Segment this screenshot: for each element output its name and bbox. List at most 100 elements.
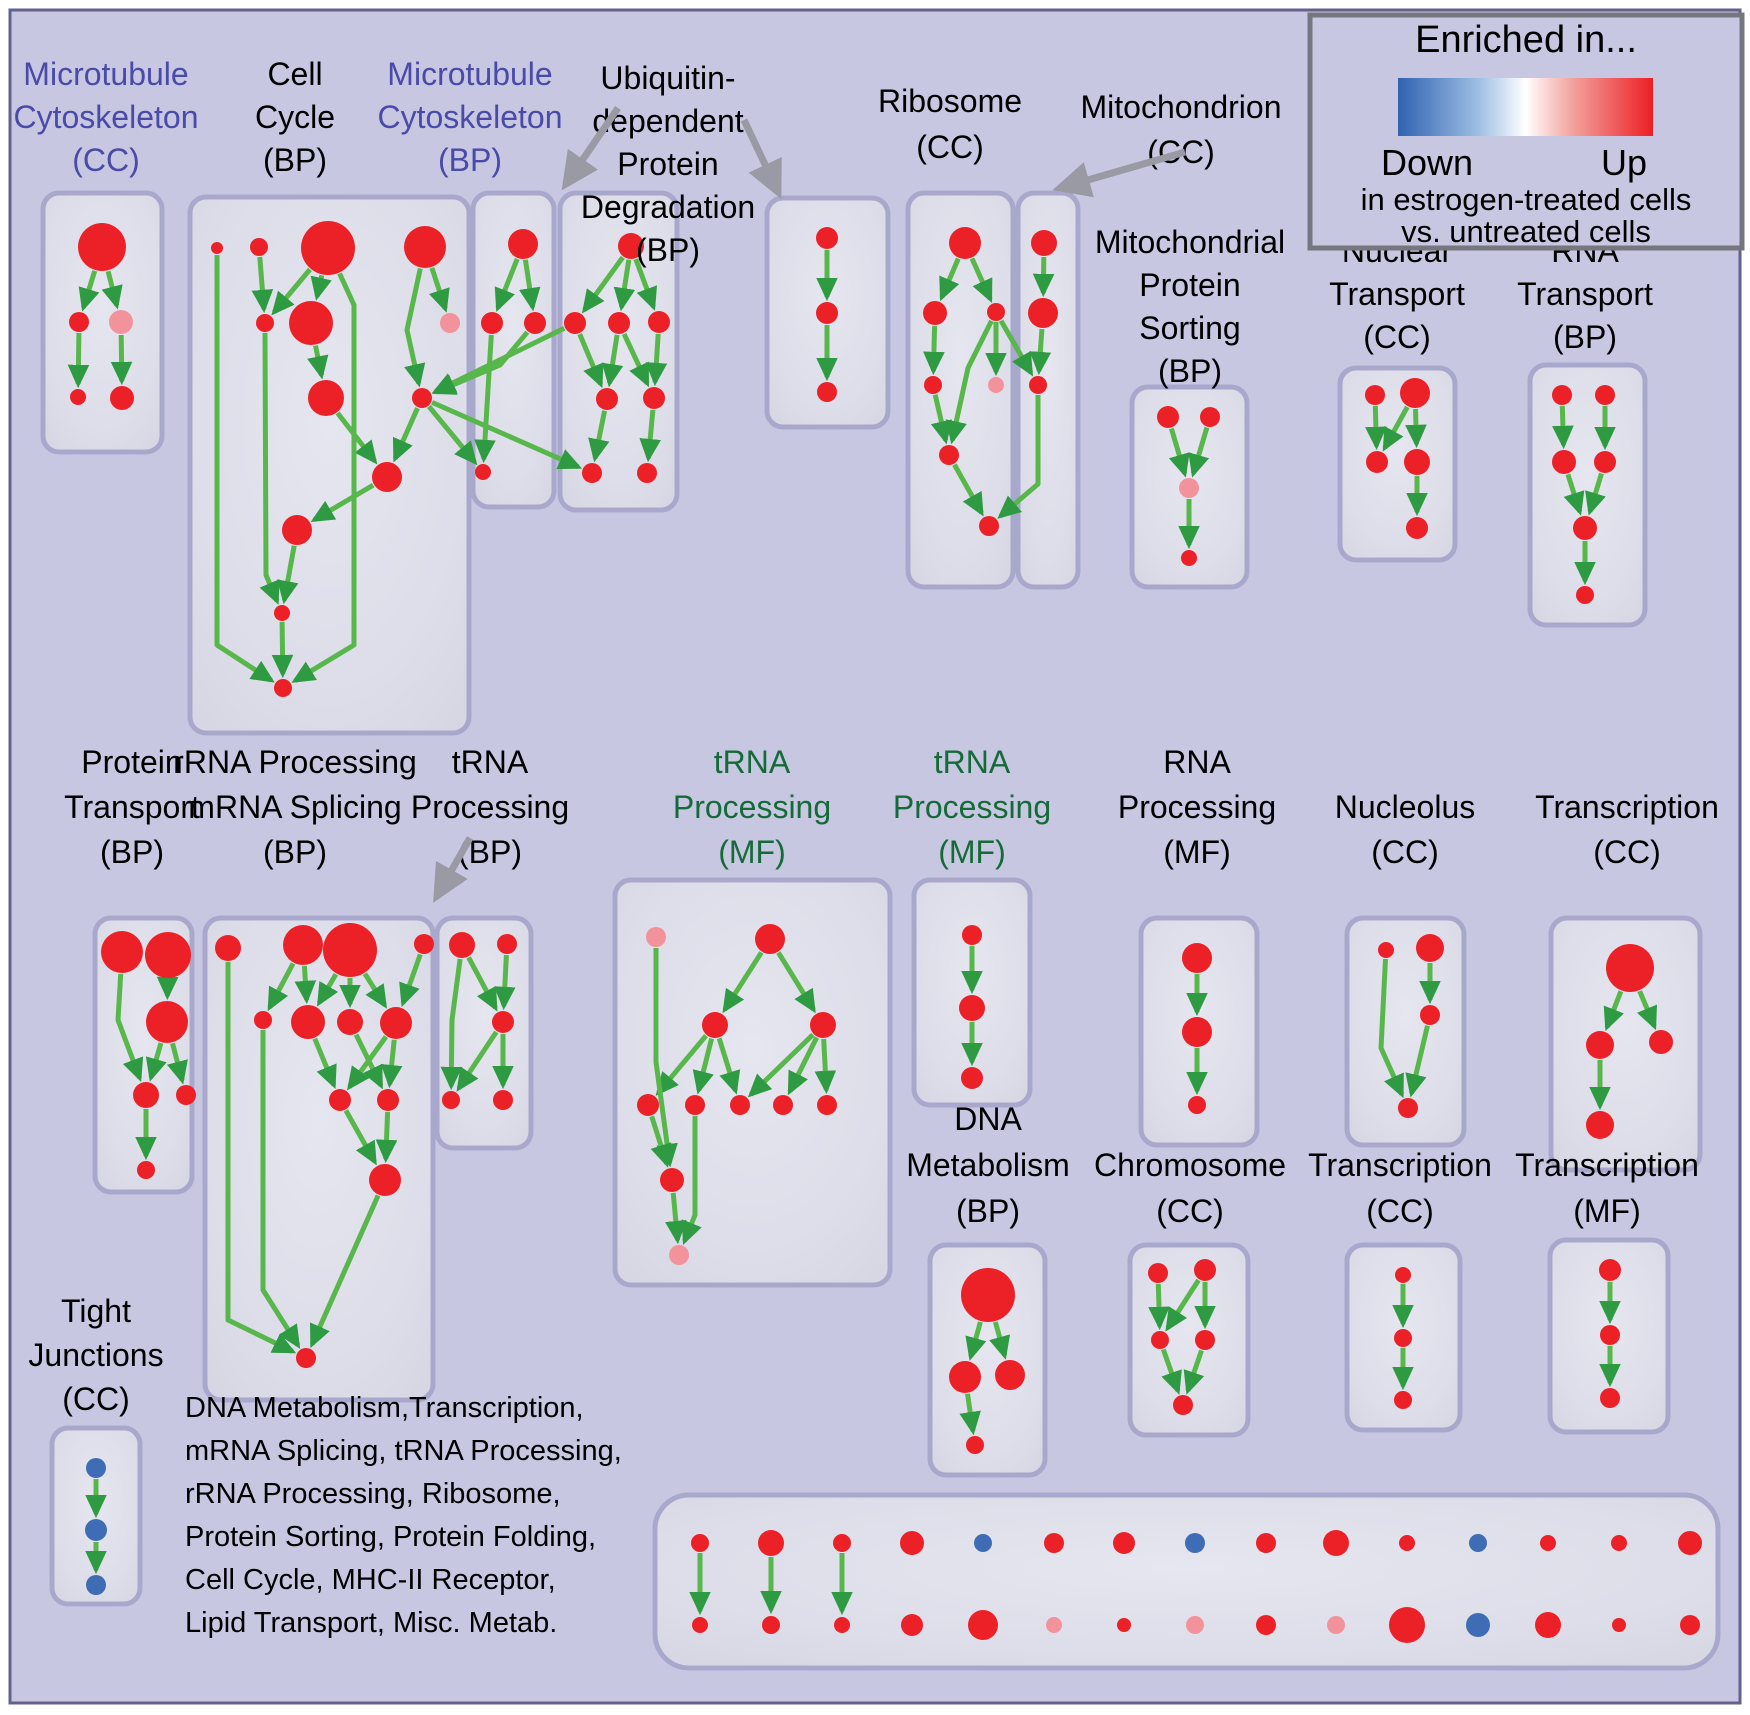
go-term-node-q2 bbox=[1420, 1005, 1440, 1025]
go-term-node-k0 bbox=[101, 931, 143, 973]
nucleolus-cc-edge-q0-q3 bbox=[1378, 958, 1405, 1099]
go-term-node-s0 bbox=[961, 1268, 1015, 1322]
cell-cycle-bp-label-line-2: Cycle bbox=[255, 99, 335, 135]
ubiquitin-degradation-bp-label-line-1: Ubiquitin- bbox=[600, 60, 735, 96]
trna-processing-bp-label-line-1: tRNA bbox=[452, 744, 529, 780]
go-term-node-q0 bbox=[1378, 942, 1394, 958]
go-term-node-n2 bbox=[702, 1012, 728, 1038]
nucleolus-cc-box bbox=[1344, 915, 1467, 1148]
microtubule-cytoskeleton-cc-edge-a0-a1 bbox=[78, 270, 100, 312]
go-term-node-n8 bbox=[817, 1095, 837, 1115]
go-term-node-f4 bbox=[988, 377, 1004, 393]
mitochondrion-cc-edge-g1-g2 bbox=[1029, 328, 1052, 376]
go-term-node-t1 bbox=[1194, 1259, 1216, 1281]
ubiquitin-degradation-bp-edge-d2-d5 bbox=[621, 332, 650, 388]
rrna-processing-mrna-splicing-bp-edge-l3-l7 bbox=[399, 953, 423, 1008]
go-term-node-q3 bbox=[1398, 1098, 1418, 1118]
rrna-processing-mrna-splicing-bp-edge-l0-l11 bbox=[225, 962, 297, 1354]
ubiquitin-degradation-bp-edge-d1-d4 bbox=[577, 333, 604, 389]
dna-metabolism-bp-edge-s0-s2 bbox=[989, 1321, 1011, 1360]
mitochondrion-cc-label-line-1: Mitochondrion bbox=[1081, 89, 1282, 125]
misc-grid-bottom-node-15 bbox=[1680, 1615, 1700, 1635]
summary-line-3: rRNA Processing, Ribosome, bbox=[185, 1478, 561, 1510]
go-term-node-d2 bbox=[608, 312, 630, 334]
go-term-node-n10 bbox=[669, 1245, 689, 1265]
ubiquitin-degradation-bp-label-line-3: Protein bbox=[617, 146, 718, 182]
cell-cycle-bp-edge-b5-b7 bbox=[307, 345, 329, 380]
cell-cycle-bp-edge-b8-b9 bbox=[392, 407, 420, 463]
dna-metabolism-bp-label-line-2: Metabolism bbox=[906, 1147, 1070, 1183]
microtubule-cytoskeleton-cc-edge-a0-a2 bbox=[101, 270, 123, 310]
go-term-node-l3 bbox=[414, 934, 434, 954]
go-term-node-d7 bbox=[637, 463, 657, 483]
misc-grid-bottom-node-3 bbox=[834, 1617, 850, 1633]
microtubule-cytoskeleton-bp-edge-c0-c2 bbox=[519, 259, 541, 312]
go-term-node-d5 bbox=[643, 387, 665, 409]
go-term-node-d6 bbox=[582, 463, 602, 483]
go-term-node-l7 bbox=[380, 1007, 412, 1039]
go-term-node-v1 bbox=[1600, 1325, 1620, 1345]
misc-grid-bottom-node-2 bbox=[762, 1616, 780, 1634]
go-term-node-b8 bbox=[412, 388, 432, 408]
rrna-processing-mrna-splicing-bp-label-line-2: mRNA Splicing bbox=[188, 789, 401, 825]
go-term-node-g1 bbox=[1028, 298, 1058, 328]
nuclear-transport-cc-edge-i1-i3 bbox=[1405, 408, 1427, 449]
trna-processing-mf-large-edge-n4-n9 bbox=[649, 1115, 672, 1168]
go-term-node-s3 bbox=[966, 1436, 984, 1454]
go-term-node-n0 bbox=[646, 927, 666, 947]
go-term-node-h2 bbox=[1179, 478, 1199, 498]
nuclear-transport-cc-box bbox=[1337, 365, 1458, 563]
tight-junctions-cc-label-line-3: (CC) bbox=[62, 1381, 130, 1417]
ubiquitin-degradation-bp-edge-d4-d6 bbox=[588, 410, 610, 463]
ubiquitin-degradation-bp-edge-d0-d3 bbox=[633, 258, 658, 311]
rna-transport-bp-edge-j3-j4 bbox=[1585, 472, 1606, 516]
rrna-processing-mrna-splicing-bp-edge-l7-l9 bbox=[380, 1039, 403, 1089]
go-term-node-j1 bbox=[1595, 385, 1615, 405]
ubiquitin-degradation-bp-label-line-5: (BP) bbox=[636, 232, 700, 268]
rna-transport-bp-label-line-2: Transport bbox=[1517, 276, 1653, 312]
go-term-node-c0 bbox=[508, 229, 538, 259]
go-term-node-k4 bbox=[176, 1085, 196, 1105]
misc-grid-bottom-node-11 bbox=[1389, 1607, 1425, 1643]
legend: Enriched in... Down Up in estrogen-treat… bbox=[1307, 12, 1745, 251]
misc-grid-top-node-7 bbox=[1113, 1532, 1135, 1554]
misc-grid-top-node-15 bbox=[1678, 1531, 1702, 1555]
cell-cycle-bp-edge-b10-b11 bbox=[277, 545, 299, 605]
tight-junctions-cc-label-line-1: Tight bbox=[61, 1293, 131, 1329]
go-term-node-e1 bbox=[816, 302, 838, 324]
rna-transport-bp-box bbox=[1527, 362, 1648, 628]
nuclear-transport-cc-label-line-3: (CC) bbox=[1363, 319, 1431, 355]
misc-terms-box bbox=[652, 1492, 1721, 1671]
go-term-node-a1 bbox=[69, 312, 89, 332]
ubiquitin-degradation-bp-edge-d3-d5 bbox=[645, 333, 668, 387]
microtubule-cytoskeleton-cc-label-line-3: (CC) bbox=[72, 142, 140, 178]
misc-grid-top-node-1 bbox=[691, 1534, 709, 1552]
go-term-node-m3 bbox=[442, 1091, 460, 1109]
trna-processing-bp-edge-m0-m3 bbox=[440, 958, 463, 1091]
protein-transport-bp-edge-k0-k3 bbox=[115, 973, 144, 1083]
mitochondrion-cc-edge-g0-g1 bbox=[1032, 256, 1055, 298]
go-term-node-o0 bbox=[962, 925, 982, 945]
ribosome-cc-label-line-1: Ribosome bbox=[878, 83, 1022, 119]
go-term-node-i1 bbox=[1400, 378, 1430, 408]
rrna-processing-mrna-splicing-bp-edge-l8-l10 bbox=[343, 1109, 377, 1166]
trna-processing-mf-large-edge-n1-n3 bbox=[776, 951, 816, 1014]
rna-transport-bp-edge-j0-j2 bbox=[1552, 405, 1574, 450]
rrna-processing-mrna-splicing-bp-edge-l2-l7 bbox=[362, 972, 388, 1009]
summary-line-4: Protein Sorting, Protein Folding, bbox=[185, 1521, 596, 1553]
trna-processing-mf-large-label-line-3: (MF) bbox=[718, 834, 786, 870]
label-pointer-arrow-2 bbox=[740, 118, 782, 200]
go-term-node-b9 bbox=[372, 462, 402, 492]
trna-processing-mf-large-edge-n2-n5 bbox=[692, 1037, 715, 1095]
microtubule-cytoskeleton-bp-label-line-3: (BP) bbox=[438, 142, 502, 178]
misc-grid-top-node-3 bbox=[833, 1534, 851, 1552]
go-term-node-q1 bbox=[1416, 934, 1444, 962]
go-term-node-m0 bbox=[449, 932, 475, 958]
go-term-node-w1 bbox=[85, 1519, 107, 1541]
go-term-node-r1 bbox=[1586, 1031, 1614, 1059]
cell-cycle-bp-edge-b2-b4 bbox=[271, 267, 312, 316]
go-term-node-u0 bbox=[1395, 1267, 1411, 1283]
protein-transport-bp-label-line-2: Transport bbox=[64, 789, 200, 825]
nuclear-transport-cc-edge-i0-i2 bbox=[1365, 405, 1387, 451]
